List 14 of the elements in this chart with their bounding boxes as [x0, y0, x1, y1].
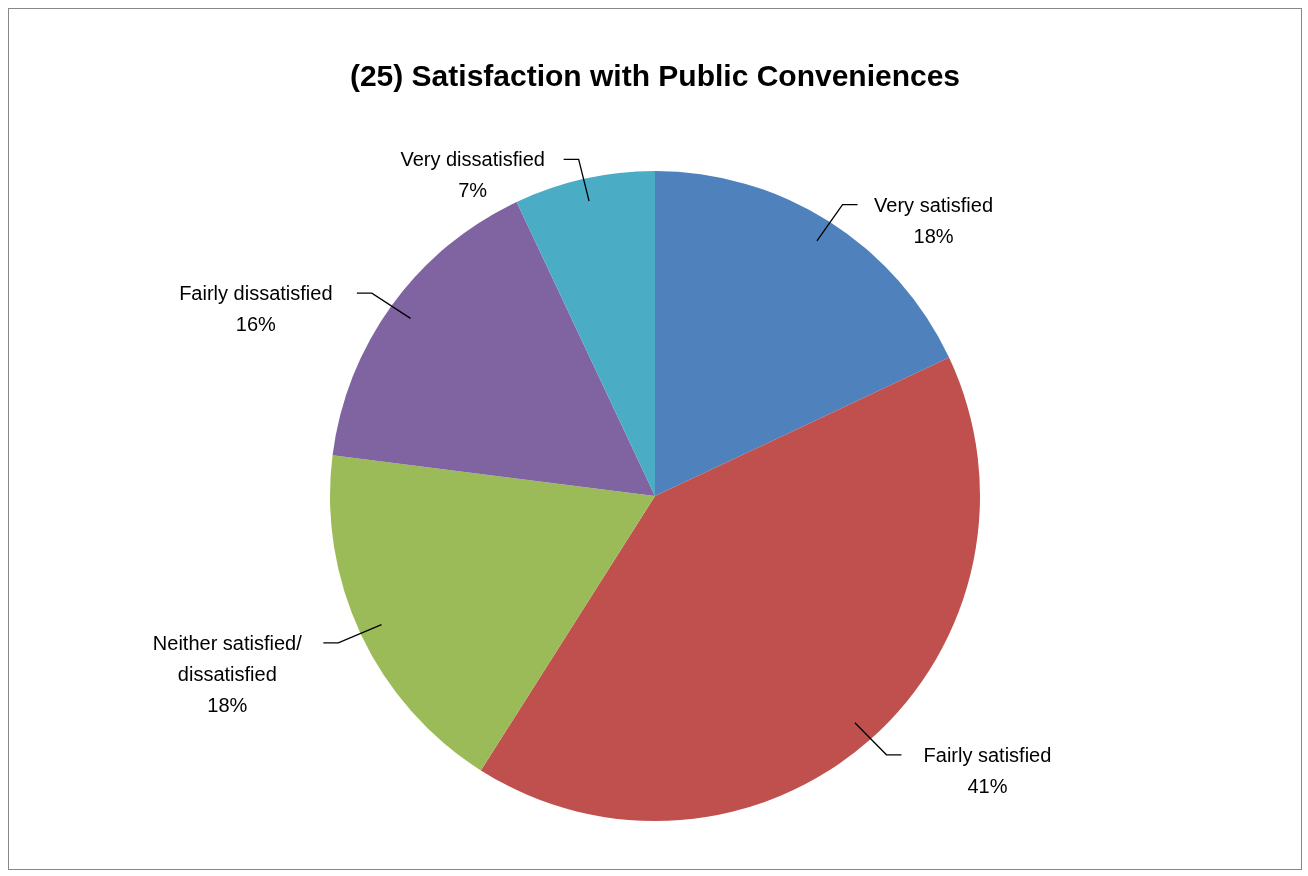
- slice-label: Very dissatisfied: [400, 148, 545, 171]
- slice-label: Neither satisfied/ dissatisfied: [152, 631, 303, 685]
- pie-slice: [332, 201, 655, 496]
- pie-slice: [330, 455, 655, 771]
- slice-label: Fairly dissatisfied: [179, 282, 333, 305]
- data-label: 18%: [913, 224, 954, 247]
- data-label: 16%: [235, 313, 277, 336]
- data-label: 41%: [967, 774, 1008, 797]
- chart-title: (25) Satisfaction with Public Conveniences: [348, 59, 962, 93]
- data-label: 7%: [458, 179, 488, 202]
- slice-label: Very satisfied: [874, 193, 994, 216]
- pie-slice: [516, 171, 655, 496]
- data-label: 18%: [207, 693, 248, 716]
- slice-label: Fairly satisfied: [923, 743, 1052, 766]
